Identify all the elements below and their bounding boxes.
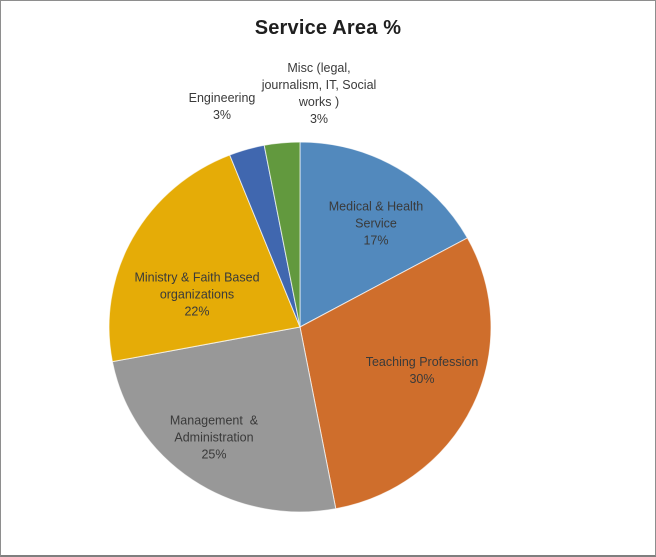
pie-slice-teaching-profession[interactable] bbox=[299, 237, 492, 510]
pie-slice-misc-legal-journalism-it-social-works[interactable] bbox=[263, 141, 301, 328]
chart-title: Service Area % bbox=[254, 17, 402, 39]
pie-slice-medical-health-service[interactable] bbox=[299, 141, 468, 328]
pie-slice-ministry-faith-based-organizations[interactable] bbox=[108, 154, 301, 363]
pie-slice-management-administration[interactable] bbox=[111, 326, 337, 513]
